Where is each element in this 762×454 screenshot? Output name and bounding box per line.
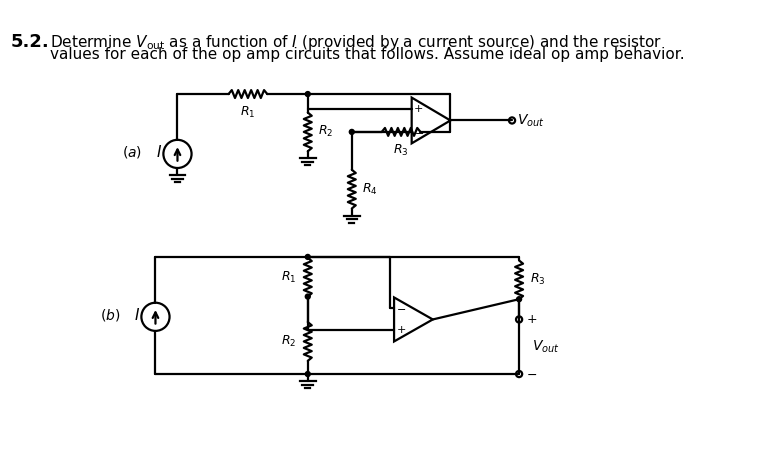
Text: 5.2.: 5.2.: [10, 33, 49, 51]
Circle shape: [306, 371, 310, 376]
Text: $V_{out}$: $V_{out}$: [533, 339, 560, 355]
Circle shape: [306, 255, 310, 259]
Text: +: +: [396, 326, 406, 336]
Text: $R_3$: $R_3$: [393, 143, 409, 158]
Text: $R_1$: $R_1$: [281, 270, 296, 285]
Text: values for each of the op amp circuits that follows. Assume ideal op amp behavio: values for each of the op amp circuits t…: [50, 47, 684, 62]
Text: $(b)$: $(b)$: [100, 307, 120, 323]
Circle shape: [306, 92, 310, 97]
Text: $R_2$: $R_2$: [319, 124, 334, 139]
Text: +: +: [526, 313, 536, 326]
Text: $-$: $-$: [526, 368, 537, 380]
Text: $(a)$: $(a)$: [122, 144, 142, 160]
Text: $R_1$: $R_1$: [240, 104, 255, 120]
Text: $R_4$: $R_4$: [363, 182, 378, 197]
Text: $R_2$: $R_2$: [281, 334, 296, 349]
Circle shape: [349, 129, 354, 134]
Text: $V_{out}$: $V_{out}$: [517, 112, 545, 128]
Text: $-$: $-$: [414, 127, 424, 137]
Text: $I$: $I$: [133, 307, 139, 323]
Text: $I$: $I$: [155, 144, 162, 160]
Circle shape: [517, 297, 521, 301]
Circle shape: [306, 294, 310, 299]
Text: Determine $V_{\mathrm{out}}$ as a function of $I$ (provided by a current source): Determine $V_{\mathrm{out}}$ as a functi…: [50, 33, 662, 52]
Text: +: +: [414, 104, 424, 114]
Text: $-$: $-$: [396, 303, 406, 313]
Text: $R_3$: $R_3$: [530, 272, 545, 287]
